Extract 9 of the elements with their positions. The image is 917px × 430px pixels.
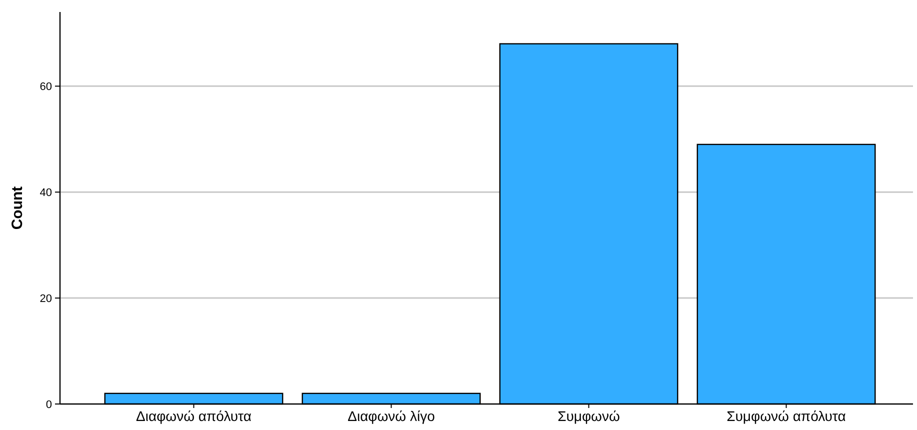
y-tick-label: 60 <box>40 81 52 94</box>
x-tick-label: Συμφωνώ <box>558 408 620 424</box>
y-tick-label: 0 <box>46 398 52 411</box>
x-tick-label: Διαφωνώ απόλυτα <box>136 408 252 424</box>
x-tick-label: Διαφωνώ λίγο <box>348 408 436 424</box>
y-tick-label: 40 <box>40 186 52 199</box>
y-tick-label: 20 <box>40 292 52 305</box>
x-tick-label: Συμφωνώ απόλυτα <box>726 408 846 424</box>
y-axis-title: Count <box>9 186 26 230</box>
